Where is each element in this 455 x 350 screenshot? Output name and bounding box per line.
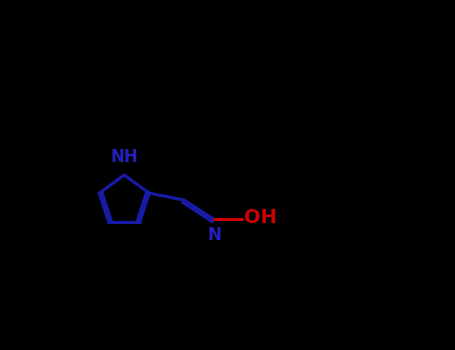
Text: NH: NH <box>111 148 138 166</box>
Text: OH: OH <box>244 208 277 227</box>
Text: N: N <box>207 226 221 244</box>
